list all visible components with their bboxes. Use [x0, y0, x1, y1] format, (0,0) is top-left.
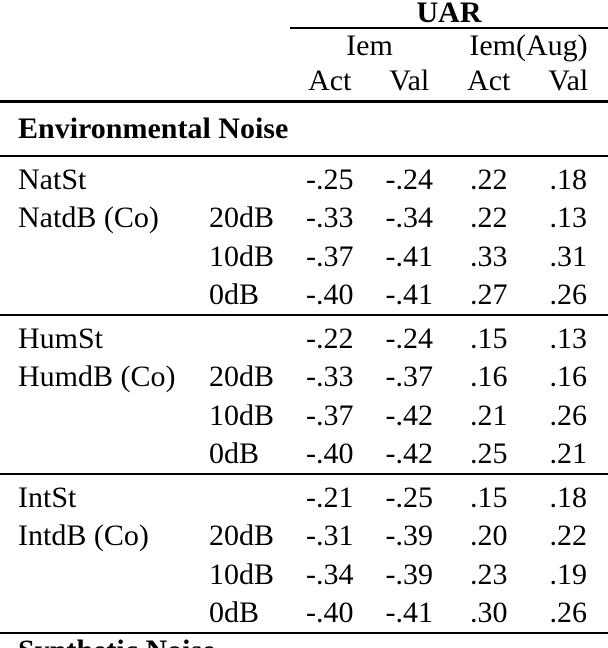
cell-value: -.41 — [385, 277, 434, 311]
cell-value: .18 — [549, 481, 588, 514]
table-row: IntSt -.21 -.25 .15 .18 — [0, 479, 608, 517]
cell-value: -.40 — [306, 436, 354, 470]
row-group-nat: NatSt -.25 -.24 .22 .18 NatdB (Co) 20dB … — [0, 157, 608, 316]
cell-value: -.34 — [385, 201, 434, 235]
section-header-environmental-noise: Environmental Noise — [0, 103, 608, 157]
column-group-iem: Iem — [346, 29, 393, 62]
cell-value: .15 — [470, 322, 508, 355]
table-row: HumdB (Co) 20dB -.33 -.37 .16 .16 — [0, 358, 608, 396]
cell-value: -.40 — [306, 277, 354, 311]
row-sublabel: 10dB — [209, 398, 275, 432]
row-label: IntdB (Co) — [18, 519, 149, 553]
table-row: IntdB (Co) 20dB -.31 -.39 .20 .22 — [0, 517, 608, 555]
cell-value: -.21 — [306, 481, 354, 514]
cell-value: .19 — [549, 557, 588, 591]
cell-value: .21 — [470, 398, 508, 432]
row-sublabel: 20dB — [209, 201, 275, 235]
cell-value: .22 — [549, 519, 588, 553]
table-row: 0dB -.40 -.41 .30 .26 — [0, 594, 608, 632]
cell-value: .33 — [470, 239, 508, 273]
cell-value: -.40 — [306, 595, 354, 629]
section-title: Synthetic Noise — [18, 634, 216, 648]
cell-value: -.22 — [306, 322, 354, 355]
cell-value: -.37 — [306, 239, 354, 273]
cell-value: -.31 — [306, 519, 354, 553]
row-sublabel: 0dB — [209, 277, 260, 311]
table-header-group-row: Iem Iem(Aug) — [0, 29, 608, 62]
cell-value: -.42 — [385, 398, 434, 432]
cell-value: -.34 — [306, 557, 354, 591]
cell-value: .30 — [470, 595, 508, 629]
cell-value: -.41 — [385, 595, 434, 629]
cell-value: .31 — [549, 239, 588, 273]
row-sublabel: 20dB — [209, 360, 275, 394]
cell-value: .13 — [549, 201, 588, 235]
table-row: NatdB (Co) 20dB -.33 -.34 .22 .13 — [0, 199, 608, 237]
cell-value: .16 — [470, 360, 508, 394]
cell-value: .18 — [549, 163, 588, 196]
table-header-columns-row: Act Val Act Val — [0, 62, 608, 100]
column-header-act-2: Act — [467, 64, 511, 97]
cell-value: .16 — [549, 360, 588, 394]
row-sublabel: 10dB — [209, 239, 275, 273]
cell-value: -.33 — [306, 201, 354, 235]
cell-value: .26 — [549, 277, 588, 311]
cell-value: -.24 — [385, 163, 434, 196]
cell-value: .25 — [470, 436, 508, 470]
cell-value: -.37 — [385, 360, 434, 394]
table-header-title-row: UAR — [0, 0, 608, 29]
cell-value: -.25 — [385, 481, 434, 514]
cell-value: -.41 — [385, 239, 434, 273]
row-label: IntSt — [18, 481, 77, 514]
cell-value: -.24 — [385, 322, 434, 355]
cell-value: -.39 — [385, 557, 434, 591]
section-header-synthetic-noise: Synthetic Noise — [0, 634, 608, 648]
cell-value: .20 — [470, 519, 508, 553]
row-group-hum: HumSt -.22 -.24 .15 .13 HumdB (Co) 20dB … — [0, 316, 608, 475]
section-title: Environmental Noise — [18, 112, 289, 145]
table-row: HumSt -.22 -.24 .15 .13 — [0, 320, 608, 358]
cell-value: .15 — [470, 481, 508, 514]
cell-value: -.37 — [306, 398, 354, 432]
row-label: NatSt — [18, 163, 87, 196]
cell-value: .23 — [470, 557, 508, 591]
cell-value: -.33 — [306, 360, 354, 394]
cell-value: -.39 — [385, 519, 434, 553]
row-sublabel: 0dB — [209, 436, 260, 470]
cell-value: .21 — [549, 436, 588, 470]
cell-value: -.42 — [385, 436, 434, 470]
row-sublabel: 10dB — [209, 557, 275, 591]
cell-value: .22 — [470, 201, 508, 235]
row-group-int: IntSt -.21 -.25 .15 .18 IntdB (Co) 20dB … — [0, 475, 608, 634]
cell-value: .13 — [549, 322, 588, 355]
cell-value: .26 — [549, 595, 588, 629]
cell-value: .26 — [549, 398, 588, 432]
row-label: HumSt — [18, 322, 104, 355]
table-row: 0dB -.40 -.42 .25 .21 — [0, 435, 608, 473]
cell-value: -.25 — [306, 163, 354, 196]
table-title: UAR — [290, 0, 608, 29]
cell-value: .27 — [470, 277, 508, 311]
table-row: NatSt -.25 -.24 .22 .18 — [0, 161, 608, 199]
column-group-iem-aug: Iem(Aug) — [469, 29, 588, 62]
row-sublabel: 20dB — [209, 519, 275, 553]
row-label: NatdB (Co) — [18, 201, 159, 235]
table-row: 10dB -.37 -.41 .33 .31 — [0, 238, 608, 276]
table-row: 0dB -.40 -.41 .27 .26 — [0, 276, 608, 314]
column-header-val-1: Val — [389, 64, 430, 97]
column-header-act-1: Act — [308, 64, 352, 97]
row-sublabel: 0dB — [209, 595, 260, 629]
row-label: HumdB (Co) — [18, 360, 176, 394]
top-rule — [0, 100, 608, 103]
table-row: 10dB -.37 -.42 .21 .26 — [0, 397, 608, 435]
table-row: 10dB -.34 -.39 .23 .19 — [0, 556, 608, 594]
column-header-val-2: Val — [548, 64, 589, 97]
cell-value: .22 — [470, 163, 508, 196]
